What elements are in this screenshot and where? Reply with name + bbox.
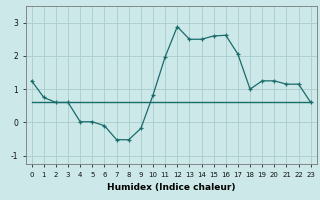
X-axis label: Humidex (Indice chaleur): Humidex (Indice chaleur)	[107, 183, 236, 192]
